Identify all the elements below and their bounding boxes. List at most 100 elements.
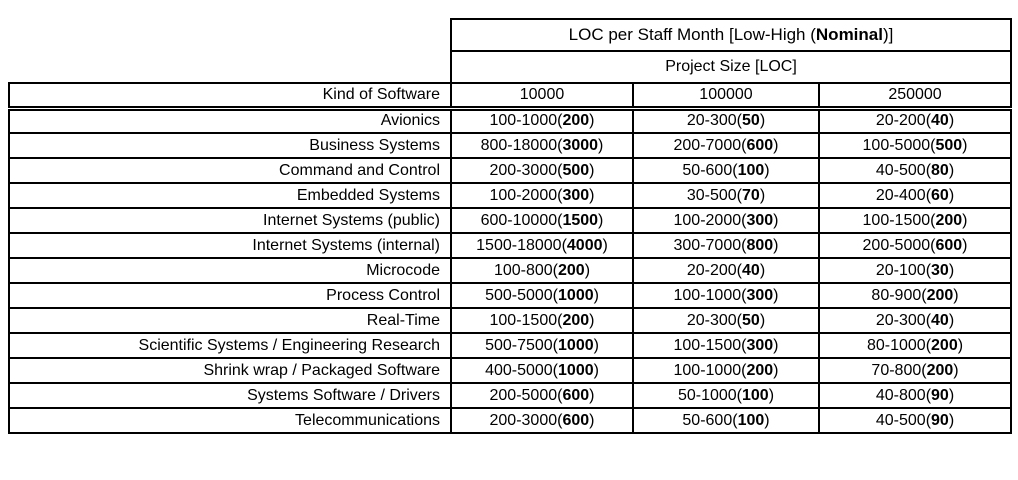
loc-range-cell: 30-500(70) [632, 182, 820, 209]
table-row: Scientific Systems / Engineering Researc… [8, 332, 1013, 359]
nominal-value: 4000 [566, 236, 603, 254]
nominal-value: 1500 [562, 211, 599, 229]
nominal-value: 200 [935, 211, 963, 229]
nominal-value: 300 [746, 286, 774, 304]
table-row: Embedded Systems 100-2000(300) 30-500(70) 2… [8, 182, 1013, 209]
loc-range-cell: 100-1500(300) [632, 332, 820, 359]
nominal-value: 200 [558, 261, 585, 279]
table-title-prefix: LOC per Staff Month [Low-High ( [568, 25, 816, 44]
column-header-250000: 250000 [817, 82, 1013, 111]
table-row: Process Control 500-5000(1000) 100-1000(30… [8, 282, 1013, 309]
nominal-value: 300 [746, 336, 774, 354]
loc-range-cell: 100-1000(200) [632, 357, 820, 384]
nominal-value: 600 [562, 386, 590, 404]
column-header-100000: 100000 [632, 82, 820, 111]
table-row: Shrink wrap / Packaged Software 400-5000(… [8, 357, 1013, 384]
nominal-value: 200 [562, 311, 590, 329]
row-label: Command and Control [8, 157, 452, 184]
row-label: Embedded Systems [8, 182, 452, 209]
table-row: Microcode 100-800(200) 20-200(40) 20-100(30… [8, 257, 1013, 284]
nominal-value: 40 [742, 261, 760, 279]
loc-range-cell: 200-7000(600) [632, 132, 820, 159]
nominal-value: 100 [742, 386, 769, 404]
loc-range-cell: 100-1000(200) [450, 107, 634, 134]
loc-range-cell: 400-5000(1000) [450, 357, 634, 384]
table-row: Internet Systems (internal) 1500-18000(40… [8, 232, 1013, 259]
loc-range-cell: 200-3000(600) [450, 407, 634, 434]
loc-range-cell: 300-7000(800) [632, 232, 820, 259]
loc-range-cell: 200-3000(500) [450, 157, 634, 184]
table-subtitle: Project Size [LOC] [449, 50, 1013, 84]
nominal-value: 40 [931, 112, 949, 130]
column-header-10000: 10000 [450, 82, 634, 111]
loc-range-cell: 100-1000(300) [632, 282, 820, 309]
nominal-value: 1000 [558, 336, 594, 354]
nominal-value: 70 [742, 186, 760, 204]
loc-range-cell: 40-500(90) [817, 407, 1013, 434]
loc-range-cell: 100-800(200) [450, 257, 634, 284]
nominal-value: 300 [746, 211, 774, 229]
row-label: Telecommunications [8, 407, 452, 434]
table-row: Business Systems 800-18000(3000) 200-7000(… [8, 132, 1013, 159]
nominal-value: 600 [562, 411, 590, 429]
nominal-value: 40 [931, 311, 949, 329]
nominal-value: 200 [746, 361, 774, 379]
table-row: Avionics 100-1000(200) 20-300(50) 20-200(40… [8, 107, 1013, 134]
loc-range-cell: 100-2000(300) [450, 182, 634, 209]
loc-range-cell: 100-5000(500) [817, 132, 1013, 159]
row-label: Process Control [8, 282, 452, 309]
row-label: Avionics [8, 107, 452, 134]
loc-range-cell: 20-200(40) [817, 107, 1013, 134]
blank-cell [9, 51, 451, 83]
table-row: Command and Control 200-3000(500) 50-600(1… [8, 157, 1013, 184]
loc-range-cell: 20-300(40) [817, 307, 1013, 334]
nominal-value: 3000 [562, 136, 599, 154]
nominal-value: 100 [737, 161, 765, 179]
loc-range-cell: 100-2000(300) [632, 207, 820, 234]
loc-range-cell: 40-800(90) [817, 382, 1013, 409]
nominal-value: 60 [931, 186, 949, 204]
loc-range-cell: 1500-18000(4000) [450, 232, 634, 259]
loc-range-cell: 50-600(100) [632, 157, 820, 184]
nominal-value: 600 [746, 136, 774, 154]
nominal-value: 50 [742, 311, 760, 329]
row-label: Shrink wrap / Packaged Software [8, 357, 452, 384]
nominal-value: 500 [562, 161, 590, 179]
loc-range-cell: 80-900(200) [817, 282, 1013, 309]
nominal-value: 200 [926, 361, 954, 379]
loc-range-cell: 80-1000(200) [817, 332, 1013, 359]
loc-range-cell: 100-1500(200) [817, 207, 1013, 234]
table-title-suffix: )] [882, 25, 894, 44]
loc-range-cell: 500-5000(1000) [450, 282, 634, 309]
nominal-value: 300 [562, 186, 590, 204]
loc-range-cell: 800-18000(3000) [450, 132, 634, 159]
row-label: Microcode [8, 257, 452, 284]
loc-range-cell: 70-800(200) [817, 357, 1013, 384]
nominal-value: 100 [737, 411, 765, 429]
column-header-row: Kind of Software 10000 100000 250000 [8, 82, 1013, 111]
nominal-value: 50 [742, 112, 760, 130]
loc-range-cell: 200-5000(600) [817, 232, 1013, 259]
loc-range-cell: 20-400(60) [817, 182, 1013, 209]
loc-range-cell: 20-300(50) [632, 307, 820, 334]
loc-range-cell: 500-7500(1000) [450, 332, 634, 359]
nominal-value: 200 [931, 336, 958, 354]
table-row: Internet Systems (public) 600-10000(1500)… [8, 207, 1013, 234]
loc-range-cell: 20-100(30) [817, 257, 1013, 284]
loc-range-cell: 20-300(50) [632, 107, 820, 134]
table-row: Systems Software / Drivers 200-5000(600) 5… [8, 382, 1013, 409]
row-label: Scientific Systems / Engineering Researc… [8, 332, 452, 359]
loc-range-cell: 50-600(100) [632, 407, 820, 434]
loc-range-cell: 20-200(40) [632, 257, 820, 284]
table-row: Telecommunications 200-3000(600) 50-600(10… [8, 407, 1013, 434]
nominal-value: 200 [926, 286, 954, 304]
nominal-value: 200 [562, 112, 590, 130]
row-label: Real-Time [8, 307, 452, 334]
loc-range-cell: 100-1500(200) [450, 307, 634, 334]
nominal-value: 600 [935, 236, 963, 254]
nominal-value: 1000 [558, 361, 594, 379]
loc-range-cell: 50-1000(100) [632, 382, 820, 409]
nominal-value: 30 [931, 261, 949, 279]
nominal-value: 800 [746, 236, 774, 254]
